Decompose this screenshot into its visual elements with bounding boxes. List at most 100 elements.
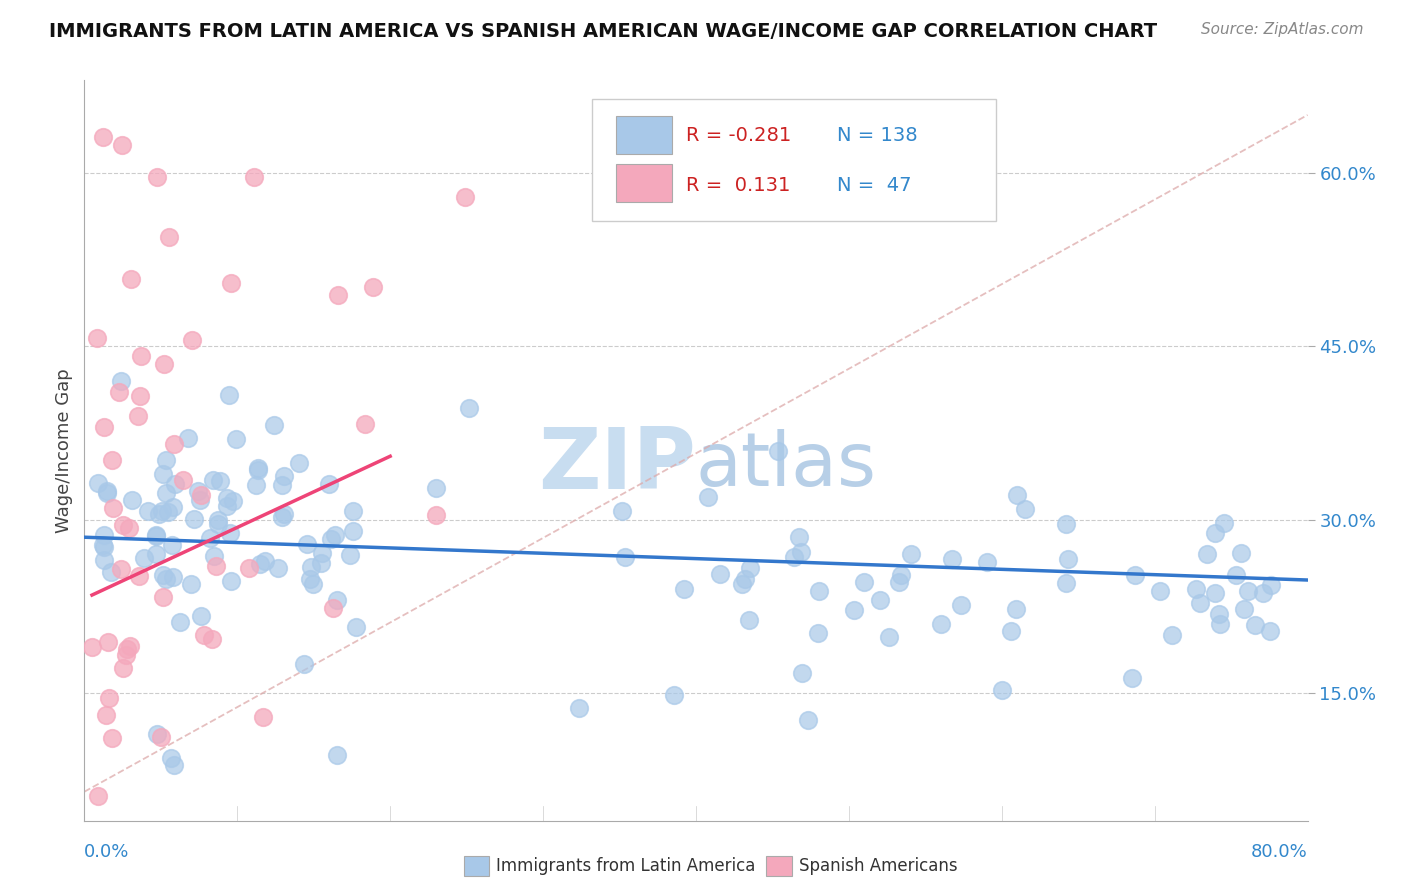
Point (1251, 586, 1274, 600)
Point (93, 528, 115, 542)
Point (193, 628, 215, 642)
Bar (616, 116, 672, 154)
Point (263, 417, 285, 432)
Point (172, 473, 194, 487)
Point (295, 537, 318, 551)
Point (155, 453, 177, 467)
Point (252, 710, 274, 724)
Point (292, 657, 315, 671)
Point (614, 550, 637, 565)
Point (309, 556, 332, 570)
Point (1054, 576, 1077, 591)
Point (991, 683, 1014, 698)
Point (247, 463, 270, 477)
Point (110, 562, 132, 576)
Point (180, 577, 202, 591)
Point (190, 493, 212, 508)
Text: Immigrants from Latin America: Immigrants from Latin America (496, 857, 755, 875)
Point (121, 492, 143, 507)
Point (1149, 584, 1171, 599)
Point (96, 483, 118, 498)
Point (1204, 525, 1226, 540)
Text: IMMIGRANTS FROM LATIN AMERICA VS SPANISH AMERICAN WAGE/INCOME GAP CORRELATION CH: IMMIGRANTS FROM LATIN AMERICA VS SPANISH… (49, 22, 1157, 41)
Point (93, 420, 115, 434)
Point (568, 701, 591, 715)
Point (163, 758, 186, 772)
Point (152, 467, 174, 481)
Point (118, 520, 141, 534)
Point (890, 568, 912, 582)
Point (149, 730, 172, 744)
Point (900, 547, 922, 561)
Point (155, 485, 177, 500)
Point (877, 630, 900, 644)
Point (110, 137, 132, 152)
Point (789, 530, 811, 544)
Point (1260, 578, 1282, 592)
Point (768, 444, 790, 458)
Point (115, 648, 138, 662)
Point (100, 565, 122, 579)
Point (107, 385, 129, 400)
Point (225, 433, 247, 447)
Point (98, 691, 121, 706)
Point (215, 499, 238, 513)
Point (270, 509, 292, 524)
Point (198, 531, 221, 545)
Point (162, 570, 184, 584)
Point (267, 560, 290, 574)
Point (146, 169, 169, 184)
Point (101, 731, 124, 746)
Point (1161, 628, 1184, 642)
Point (245, 478, 267, 492)
Point (1054, 516, 1077, 531)
Point (941, 552, 963, 566)
Point (207, 516, 229, 531)
Point (342, 504, 364, 518)
Point (150, 504, 173, 518)
Point (87, 789, 110, 804)
Point (929, 616, 952, 631)
Point (201, 632, 224, 646)
Point (339, 548, 361, 562)
Point (136, 504, 159, 518)
Point (128, 568, 150, 582)
Point (299, 572, 322, 586)
Point (783, 550, 806, 565)
Point (208, 475, 231, 489)
Point (1000, 624, 1022, 638)
Point (319, 532, 342, 546)
Point (1125, 568, 1147, 582)
Point (127, 409, 149, 423)
Point (1204, 586, 1226, 600)
Text: R = -0.281: R = -0.281 (686, 126, 792, 145)
Point (190, 488, 212, 502)
Point (86, 331, 108, 345)
Point (288, 456, 311, 470)
Point (1208, 607, 1230, 621)
Point (807, 626, 830, 640)
Point (152, 568, 174, 582)
Point (1225, 568, 1247, 582)
Point (155, 572, 177, 586)
Point (1005, 602, 1028, 616)
Point (93, 130, 115, 145)
Point (162, 500, 184, 514)
Point (110, 374, 132, 388)
Point (664, 688, 686, 702)
Point (101, 453, 124, 467)
Point (169, 615, 191, 629)
Point (454, 190, 477, 204)
Point (1007, 488, 1029, 502)
Point (207, 513, 229, 527)
Point (797, 714, 820, 728)
Point (111, 661, 134, 675)
Point (221, 493, 243, 508)
Point (217, 491, 239, 505)
Point (111, 518, 134, 533)
Point (160, 751, 183, 765)
Point (177, 431, 200, 445)
Point (734, 572, 756, 586)
Text: 80.0%: 80.0% (1251, 843, 1308, 861)
Point (1212, 516, 1234, 530)
